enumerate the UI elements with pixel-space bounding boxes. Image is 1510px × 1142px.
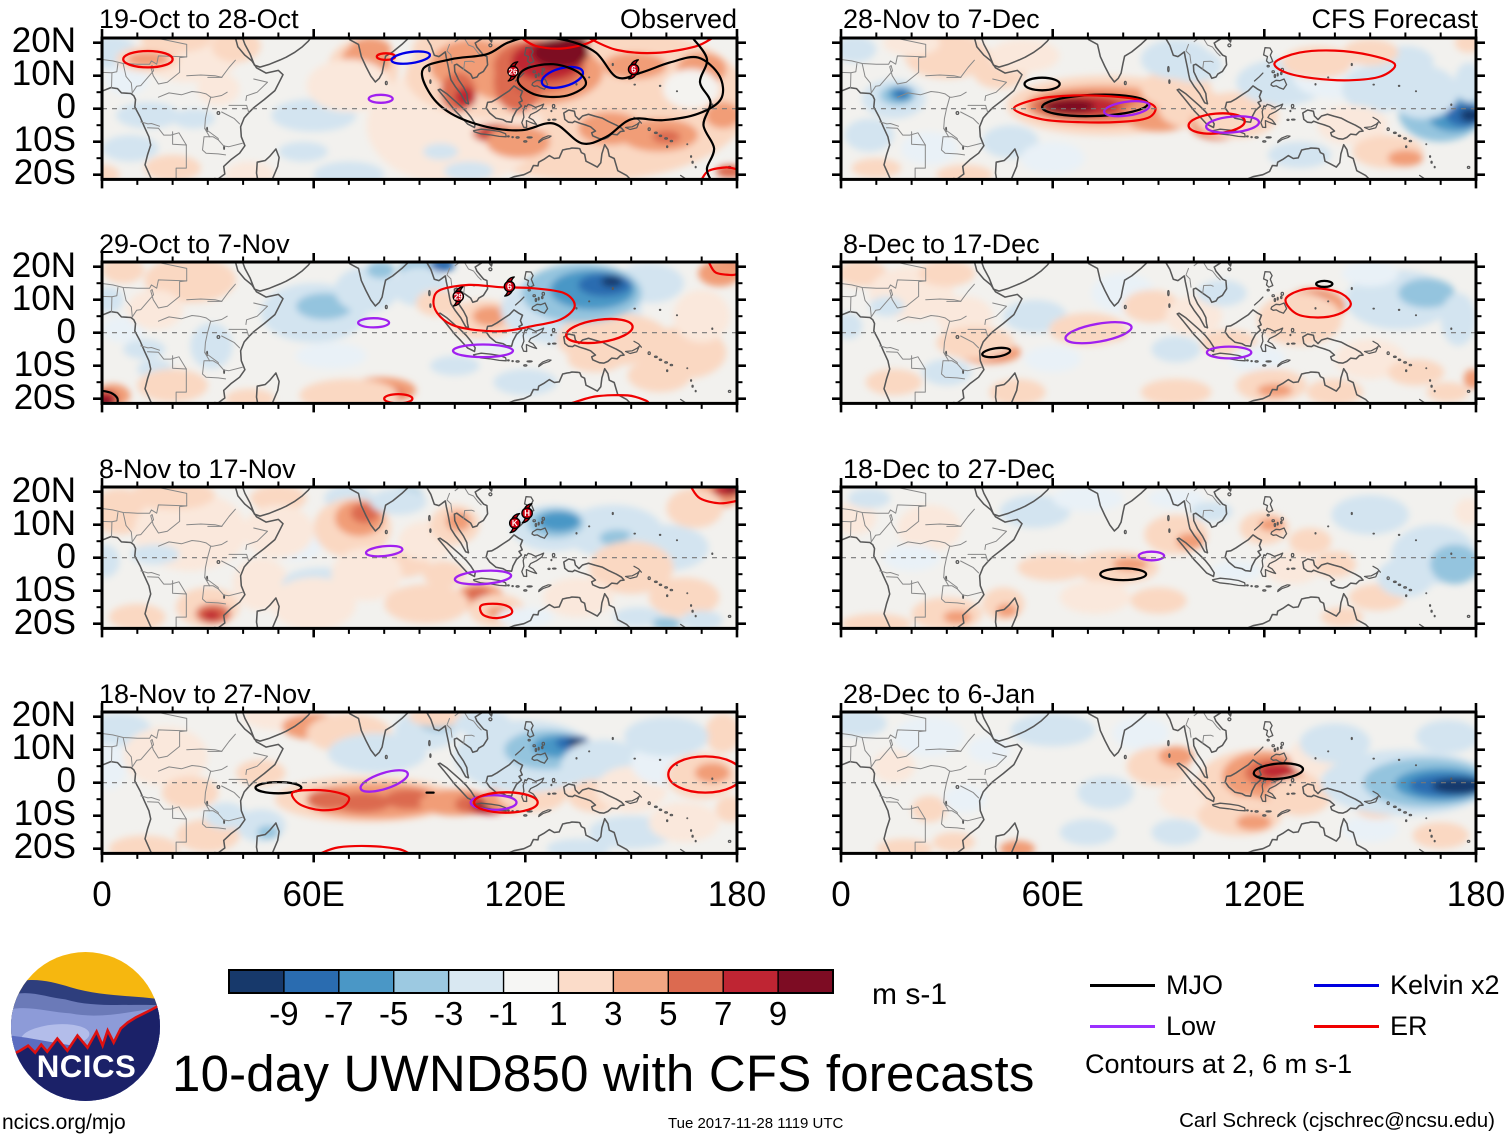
svg-text:5: 5 xyxy=(659,995,677,1032)
svg-text:6: 6 xyxy=(631,64,636,74)
svg-text:3: 3 xyxy=(604,995,622,1032)
svg-text:7: 7 xyxy=(714,995,732,1032)
svg-text:-3: -3 xyxy=(434,995,463,1032)
svg-text:29: 29 xyxy=(454,293,463,302)
svg-text:1: 1 xyxy=(549,995,567,1032)
svg-text:H: H xyxy=(524,509,530,518)
svg-text:-9: -9 xyxy=(269,995,298,1032)
svg-text:K: K xyxy=(512,519,518,528)
svg-text:6: 6 xyxy=(507,282,512,292)
svg-text:-5: -5 xyxy=(379,995,408,1032)
svg-text:9: 9 xyxy=(769,995,787,1032)
svg-text:26: 26 xyxy=(509,67,518,76)
svg-text:-1: -1 xyxy=(489,995,518,1032)
svg-text:NCICS: NCICS xyxy=(37,1049,137,1084)
svg-text:-7: -7 xyxy=(324,995,353,1032)
